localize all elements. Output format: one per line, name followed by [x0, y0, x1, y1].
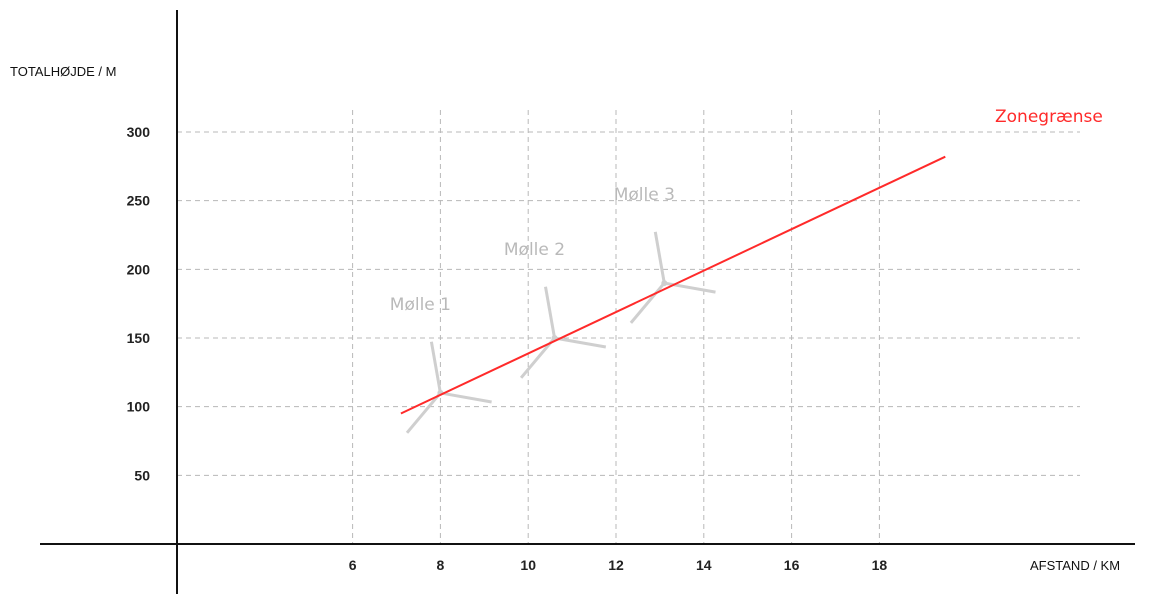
axes-layer [40, 10, 1135, 594]
x-tick-label-14: 14 [696, 557, 712, 573]
x-tick-label-16: 16 [784, 557, 800, 573]
series-layer [400, 155, 946, 415]
turbine-blade [544, 286, 557, 339]
turbine-blade [554, 336, 607, 349]
y-tick-label-250: 250 [127, 193, 151, 209]
turbine-blade [440, 391, 492, 404]
x-axis-title: AFSTAND / KM [1030, 558, 1120, 573]
x-tick-label-12: 12 [608, 557, 624, 573]
y-tick-label-100: 100 [127, 399, 151, 415]
grid-layer [177, 110, 1080, 544]
turbine-blade [664, 281, 716, 294]
x-tick-label-6: 6 [349, 557, 357, 573]
y-axis-title: TOTALHØJDE / M [10, 64, 116, 79]
turbine-1: Mølle 1 [390, 295, 492, 434]
turbine-blade [629, 282, 666, 324]
turbine-label-1: Mølle 1 [390, 295, 451, 315]
turbine-label-3: Mølle 3 [614, 185, 675, 205]
y-tick-label-150: 150 [127, 330, 151, 346]
y-tick-label-300: 300 [127, 124, 151, 140]
turbine-blade [429, 341, 442, 394]
x-tick-label-18: 18 [872, 557, 888, 573]
turbine-blade [653, 231, 666, 284]
turbine-3: Mølle 3 [614, 185, 716, 324]
y-tick-label-50: 50 [134, 467, 150, 483]
x-tick-label-8: 8 [437, 557, 445, 573]
y-tick-label-200: 200 [127, 261, 151, 277]
turbine-label-2: Mølle 2 [504, 240, 565, 260]
turbine-hub [661, 280, 668, 287]
turbines: Mølle 1 Mølle 2 Mølle 3 [390, 185, 716, 434]
x-tick-label-10: 10 [520, 557, 536, 573]
series-label-zonegraense: Zonegrænse [995, 107, 1103, 127]
series-line-0 [400, 155, 946, 415]
tick-labels: 50 100 150 200 250 300 6 8 10 12 14 16 18 [127, 124, 888, 573]
turbine-blade [405, 391, 442, 434]
